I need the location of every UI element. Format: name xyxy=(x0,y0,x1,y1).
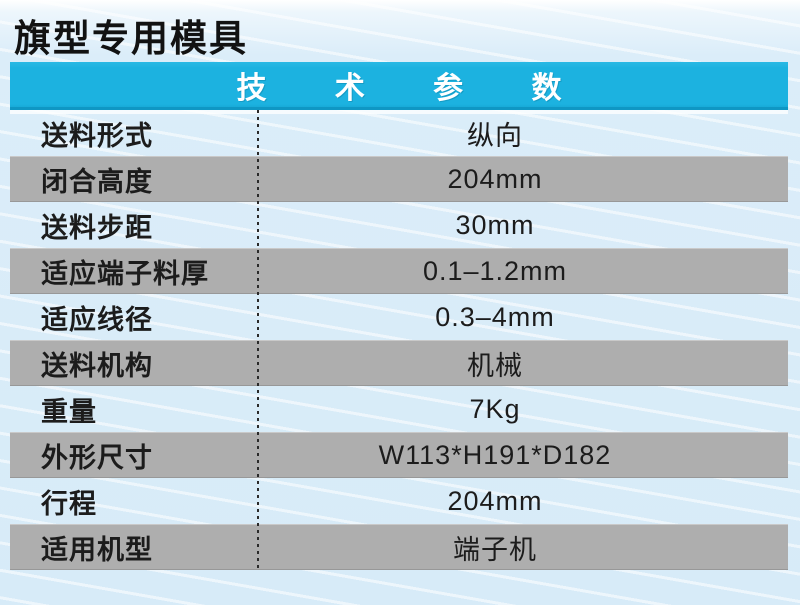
row-value: 30mm xyxy=(455,209,535,240)
spec-table: 技 术 参 数 送料形式 纵向 闭合高度 204mm 送料步距 30mm 适应端… xyxy=(10,62,788,570)
table-row: 适应端子料厚 0.1–1.2mm xyxy=(10,248,788,294)
table-row: 重量 7Kg xyxy=(10,386,788,432)
row-value: 机械 xyxy=(467,350,523,381)
row-value: 纵向 xyxy=(467,120,523,151)
row-value: W113*H191*D182 xyxy=(378,439,612,470)
table-header: 技 术 参 数 xyxy=(10,62,788,110)
table-row: 适用机型 端子机 xyxy=(10,524,788,570)
row-label: 适用机型 xyxy=(41,534,153,565)
page-title: 旗型专用模具 xyxy=(14,18,248,59)
table-row: 闭合高度 204mm xyxy=(10,156,788,202)
column-divider xyxy=(257,110,259,570)
table-header-label: 技 术 参 数 xyxy=(236,71,592,105)
row-value: 端子机 xyxy=(453,534,537,565)
row-label: 送料形式 xyxy=(41,120,153,151)
row-value: 0.1–1.2mm xyxy=(422,255,568,286)
row-label: 重量 xyxy=(41,396,97,427)
table-row: 送料机构 机械 xyxy=(10,340,788,386)
table-row: 外形尺寸 W113*H191*D182 xyxy=(10,432,788,478)
row-label: 外形尺寸 xyxy=(41,442,153,473)
row-label: 闭合高度 xyxy=(41,166,153,197)
table-row: 适应线径 0.3–4mm xyxy=(10,294,788,340)
row-label: 送料机构 xyxy=(41,350,153,381)
row-label: 行程 xyxy=(41,488,97,519)
row-label: 适应端子料厚 xyxy=(41,258,209,289)
row-value: 0.3–4mm xyxy=(435,301,555,332)
table-row: 行程 204mm xyxy=(10,478,788,524)
table-row: 送料步距 30mm xyxy=(10,202,788,248)
row-label: 适应线径 xyxy=(41,304,153,335)
table-row: 送料形式 纵向 xyxy=(10,110,788,156)
row-value: 204mm xyxy=(447,485,543,516)
row-value: 204mm xyxy=(447,163,543,194)
row-label: 送料步距 xyxy=(41,212,153,243)
row-value: 7Kg xyxy=(469,393,521,424)
